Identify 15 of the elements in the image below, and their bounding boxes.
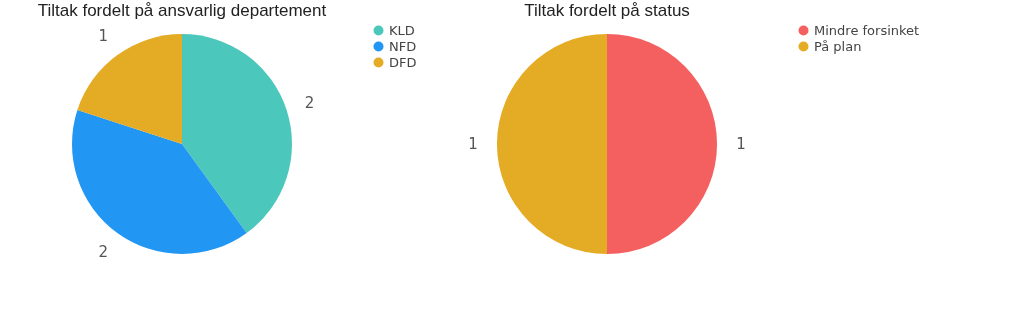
data-label: 2 <box>304 93 315 112</box>
pie-slice <box>497 34 607 254</box>
legend-label: Mindre forsinket <box>814 22 920 38</box>
chart-title: Tiltak fordelt på ansvarlig departement <box>37 1 327 20</box>
pie-slice <box>607 34 717 254</box>
legend-label: På plan <box>814 38 862 54</box>
legend-label: NFD <box>389 38 417 54</box>
legend-label: KLD <box>389 22 415 38</box>
data-label: 1 <box>98 26 109 45</box>
data-label: 2 <box>98 243 109 262</box>
pie-slice <box>182 34 292 233</box>
data-label: 1 <box>468 135 478 153</box>
chart-title: Tiltak fordelt på status <box>524 1 690 20</box>
data-label: 1 <box>736 135 746 153</box>
legend-label: DFD <box>389 54 417 70</box>
